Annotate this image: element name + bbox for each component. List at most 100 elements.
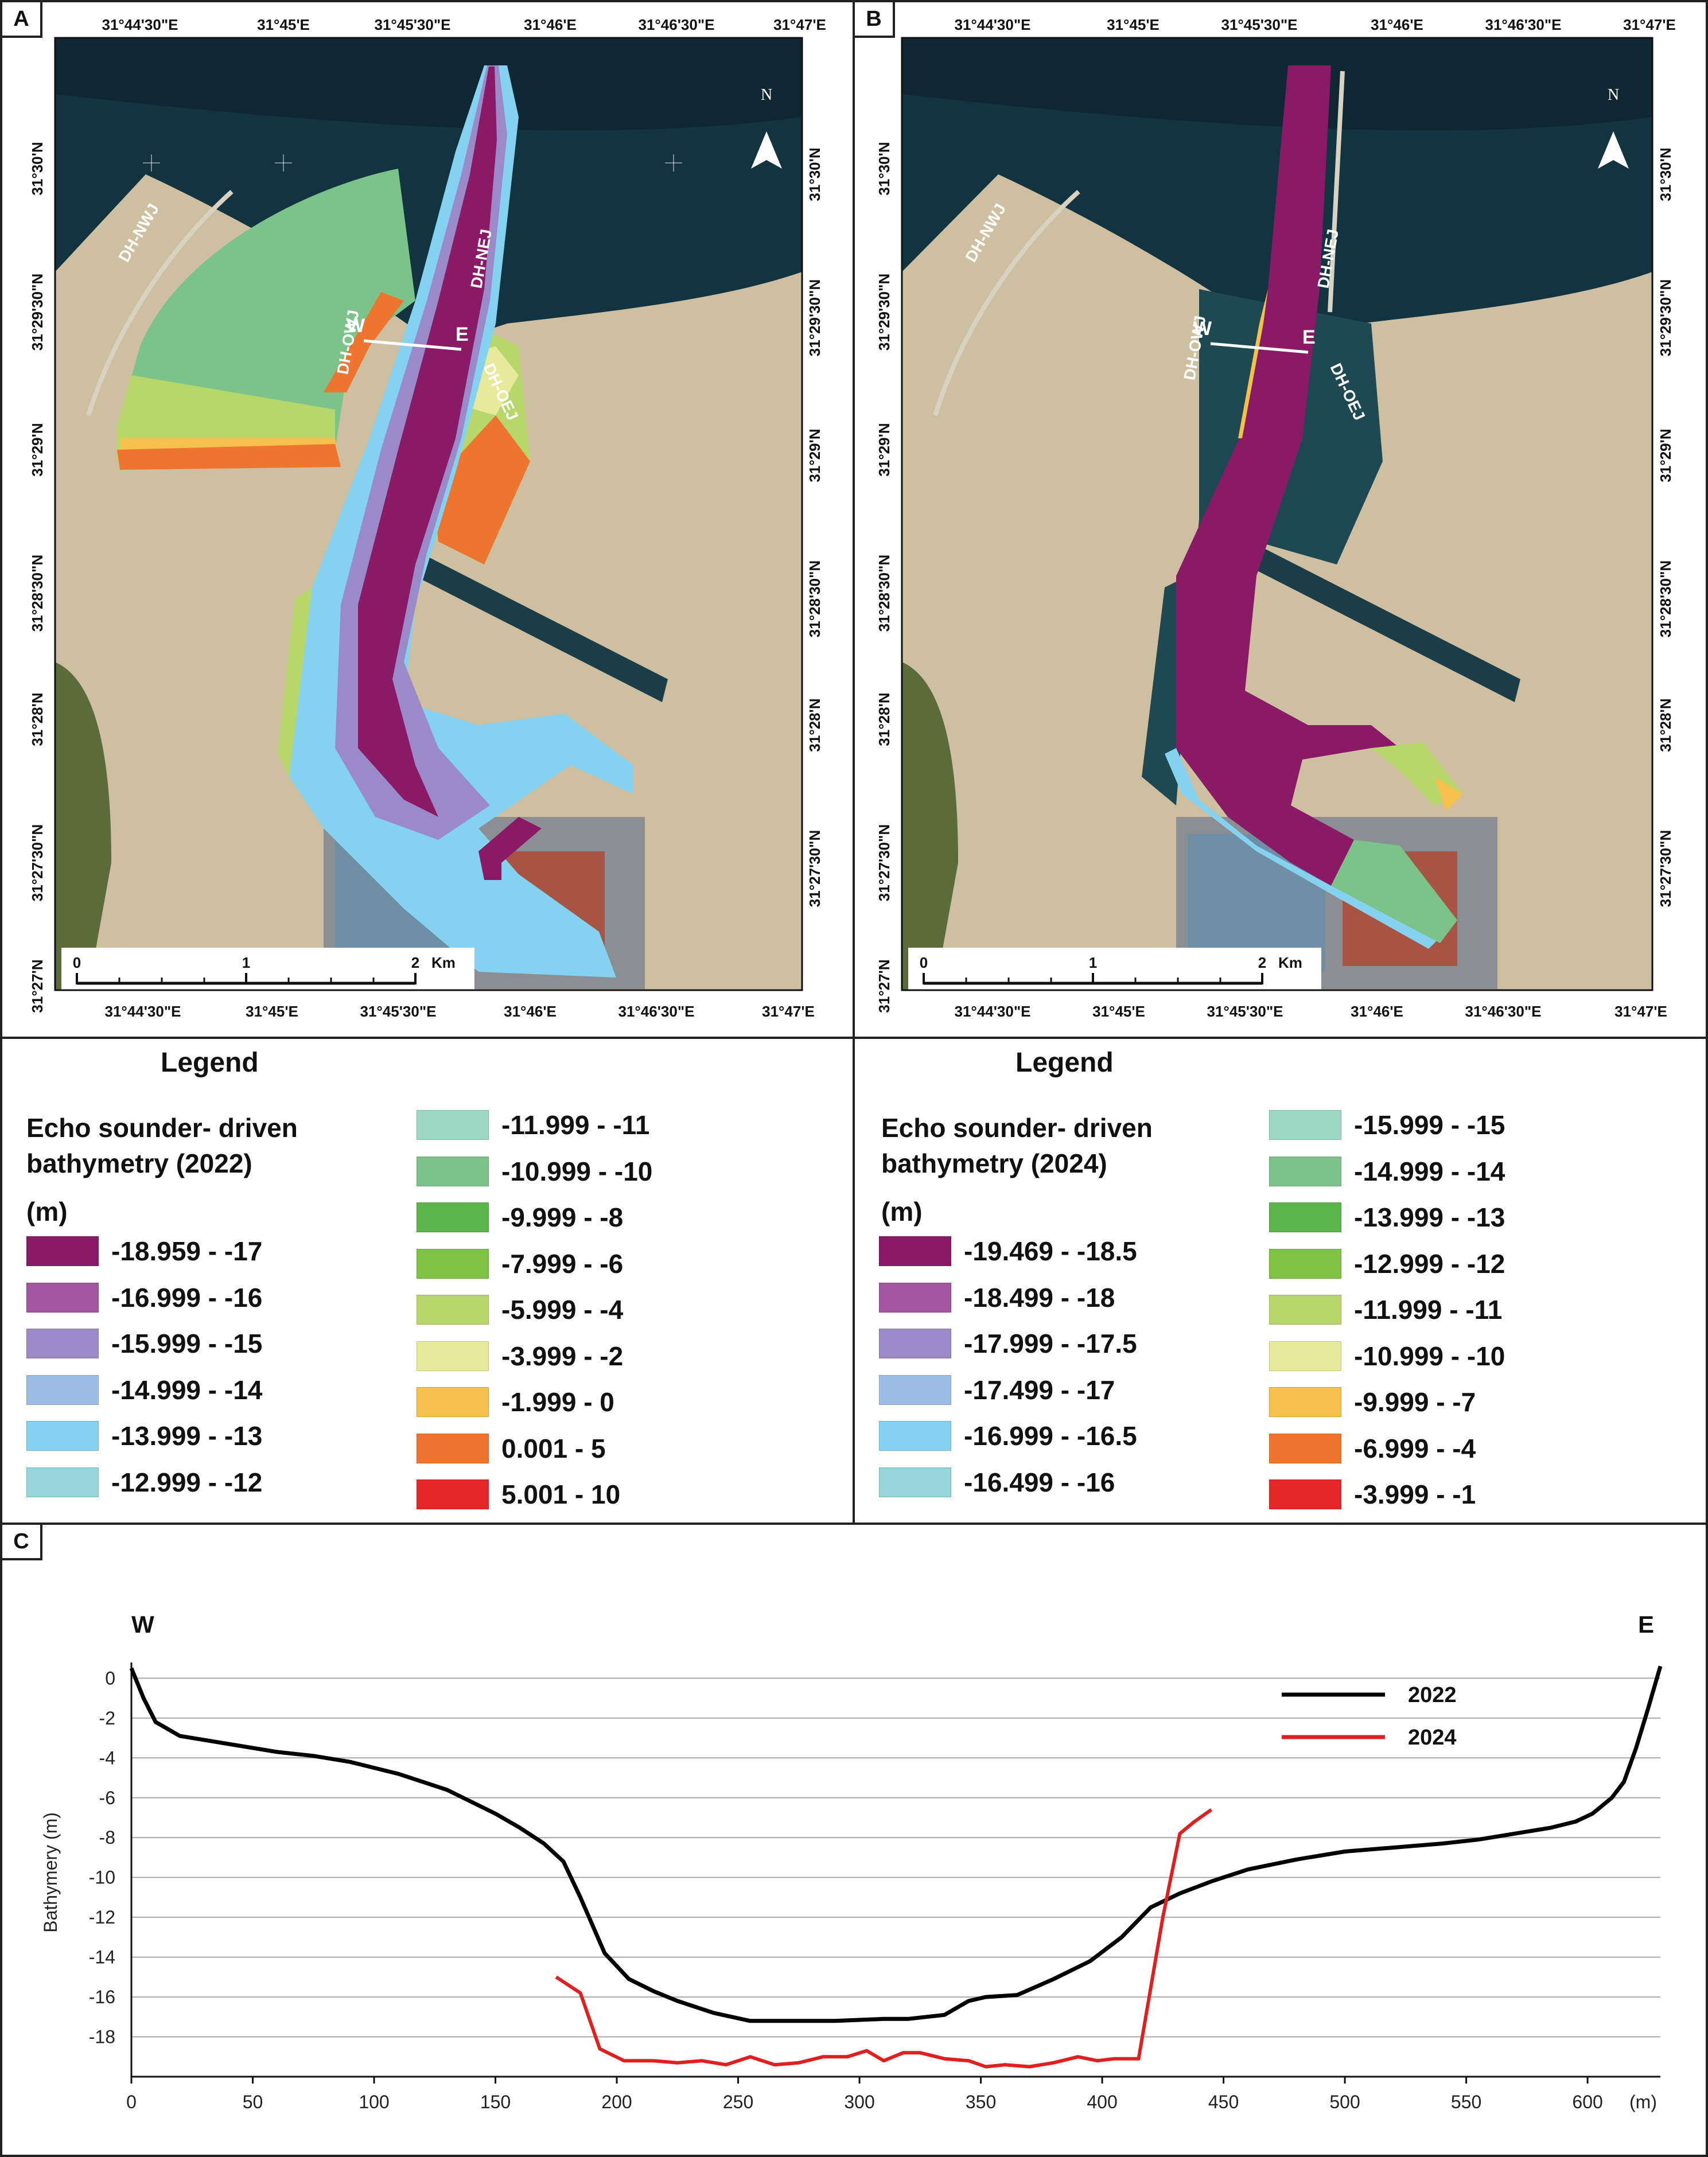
legend-title: Legend [1016,1048,1114,1078]
legend-label: -18.499 - -18 [964,1282,1115,1313]
y-tick-label: -16 [89,1987,115,2007]
legend-title: Legend [161,1048,259,1078]
legend-swatch [417,1341,489,1371]
lat-ticks-left-a: 31°30'N 31°29'30"N 31°29'N 31°28'30"N 31… [29,142,46,1013]
lat-ticks-left-b: 31°30'N 31°29'30"N 31°29'N 31°28'30"N 31… [876,142,893,1013]
y-tick-label: -4 [99,1747,115,1768]
legend-swatch [1269,1341,1341,1371]
legend-swatch [26,1375,99,1405]
legend-item: -5.999 - -4 [417,1292,623,1327]
legend-swatch [26,1467,99,1497]
farmland [902,662,958,990]
x-tick-label: 50 [243,2092,263,2112]
lon-tick: 31°44'30"E [102,16,178,33]
lon-tick: 31°44'30"E [954,16,1030,33]
legend-item: -14.999 - -14 [26,1373,262,1407]
legend-item: -10.999 - -10 [1269,1339,1505,1373]
y-tick-label: -6 [99,1788,115,1808]
x-tick-label: 500 [1329,2092,1360,2112]
lon-tick: 31°45'E [1092,1003,1145,1020]
legend-label: -1.999 - 0 [501,1387,614,1417]
side-canal [1245,542,1520,702]
panel-b-label: B [855,2,895,38]
west-end-label: W [131,1611,154,1638]
lat-tick: 31°28'N [876,692,893,746]
transect-line-b [1210,342,1309,354]
north-label-a: N [761,86,772,104]
scale-label-0: 0 [920,954,928,971]
legend-label: -13.999 - -13 [1354,1202,1505,1232]
x-tick-label: 550 [1451,2092,1481,2112]
lat-tick: 31°29'N [806,429,823,482]
lon-tick: 31°47'E [762,1003,815,1020]
lat-tick: 31°28'30"N [876,555,893,632]
legend-swatch [1269,1479,1341,1509]
y-tick-label: -2 [99,1708,115,1728]
legend-label: 0.001 - 5 [501,1433,606,1463]
x-tick-label: 600 [1572,2092,1602,2112]
legend-label: -17.999 - -17.5 [964,1329,1137,1358]
jetty-nwj [933,190,1080,416]
legend-swatch [417,1387,489,1417]
panel-c-label: C [2,1525,42,1560]
scale-label-1: 1 [242,954,250,971]
lat-tick: 31°28'30"N [29,555,46,632]
east-end-label: E [1638,1611,1654,1638]
legend-unit: (m) [881,1197,923,1227]
y-tick-label: -14 [89,1947,115,1968]
land-area [902,174,1652,990]
transect-line-a [363,339,462,351]
x-tick-label: 100 [359,2092,389,2112]
legend-swatch [417,1433,489,1463]
legend-heading: Echo sounder- driven bathymetry (2024) (… [881,1110,1153,1229]
scale-bar-a: 0 1 2 Km [61,948,474,992]
legend-label: -11.999 - -11 [501,1110,650,1140]
lon-tick: 31°46'30"E [638,16,714,33]
legend-item: -14.999 - -14 [1269,1154,1505,1189]
scale-unit: Km [431,954,456,971]
legend-item: -3.999 - -2 [417,1339,623,1373]
x-tick-label: 300 [844,2092,874,2112]
panel-c: C 0 -2 -4 -6 -8 -10 -12 -14 -16 -18 0 50 100 150 200 25… [0,1523,1708,2157]
chart-legend-label: 2022 [1408,1683,1457,1707]
legend-label: -14.999 - -14 [111,1375,263,1405]
legend-swatch [1269,1156,1341,1186]
x-axis-label: (m) [1629,2092,1657,2112]
label-e: E [1302,326,1316,348]
north-arrow-a: N [751,86,782,169]
legend-swatch [879,1375,951,1405]
legend-label: -13.999 - -13 [111,1421,263,1451]
legend-swatch [1269,1295,1341,1325]
legend-label: -10.999 - -10 [1354,1341,1505,1371]
panel-b: B DH-NWJ DH-NEJ DH-OWJ DH-OEJ W E N [853,0,1708,1039]
legend-swatch [417,1156,489,1186]
lon-ticks-bottom-a: 31°44'30"E 31°45'E 31°45'30"E 31°46'E 31… [104,1003,814,1020]
legend-item: -13.999 - -13 [26,1419,262,1453]
lon-tick: 31°47'E [1614,1003,1667,1020]
legend-item: -12.999 - -12 [26,1465,262,1500]
lat-tick: 31°27'30"N [876,824,893,901]
legend-item: -10.999 - -10 [417,1154,652,1189]
legend-item: -18.499 - -18 [879,1280,1115,1315]
profile-chart: 0 -2 -4 -6 -8 -10 -12 -14 -16 -18 0 50 100 150 200 250 3… [40,1611,1663,2112]
legend-swatch [26,1421,99,1451]
lon-tick: 31°45'E [1107,16,1160,33]
lon-tick: 31°44'30"E [954,1003,1030,1020]
legend-swatch [1269,1387,1341,1417]
legend-item: -16.999 - -16.5 [879,1419,1137,1453]
y-tick-label: -10 [89,1867,115,1888]
lon-tick: 31°45'30"E [1221,16,1297,33]
lon-tick: 31°47'E [1623,16,1676,33]
lat-tick: 31°27'N [876,959,893,1013]
legend-item: -11.999 - -11 [417,1108,649,1142]
north-arrow-b: N [1598,86,1629,169]
legend-label: -6.999 - -4 [1354,1433,1476,1463]
legend-item: -6.999 - -4 [1269,1431,1476,1466]
scale-label-0: 0 [73,954,81,971]
label-e: E [456,324,469,345]
y-tick-label: -8 [99,1827,115,1848]
lat-tick: 31°28'N [806,698,823,752]
lon-tick: 31°44'30"E [104,1003,181,1020]
legend-heading-line-1: Echo sounder- driven [881,1113,1153,1143]
series-line-2022 [129,1665,1663,2023]
